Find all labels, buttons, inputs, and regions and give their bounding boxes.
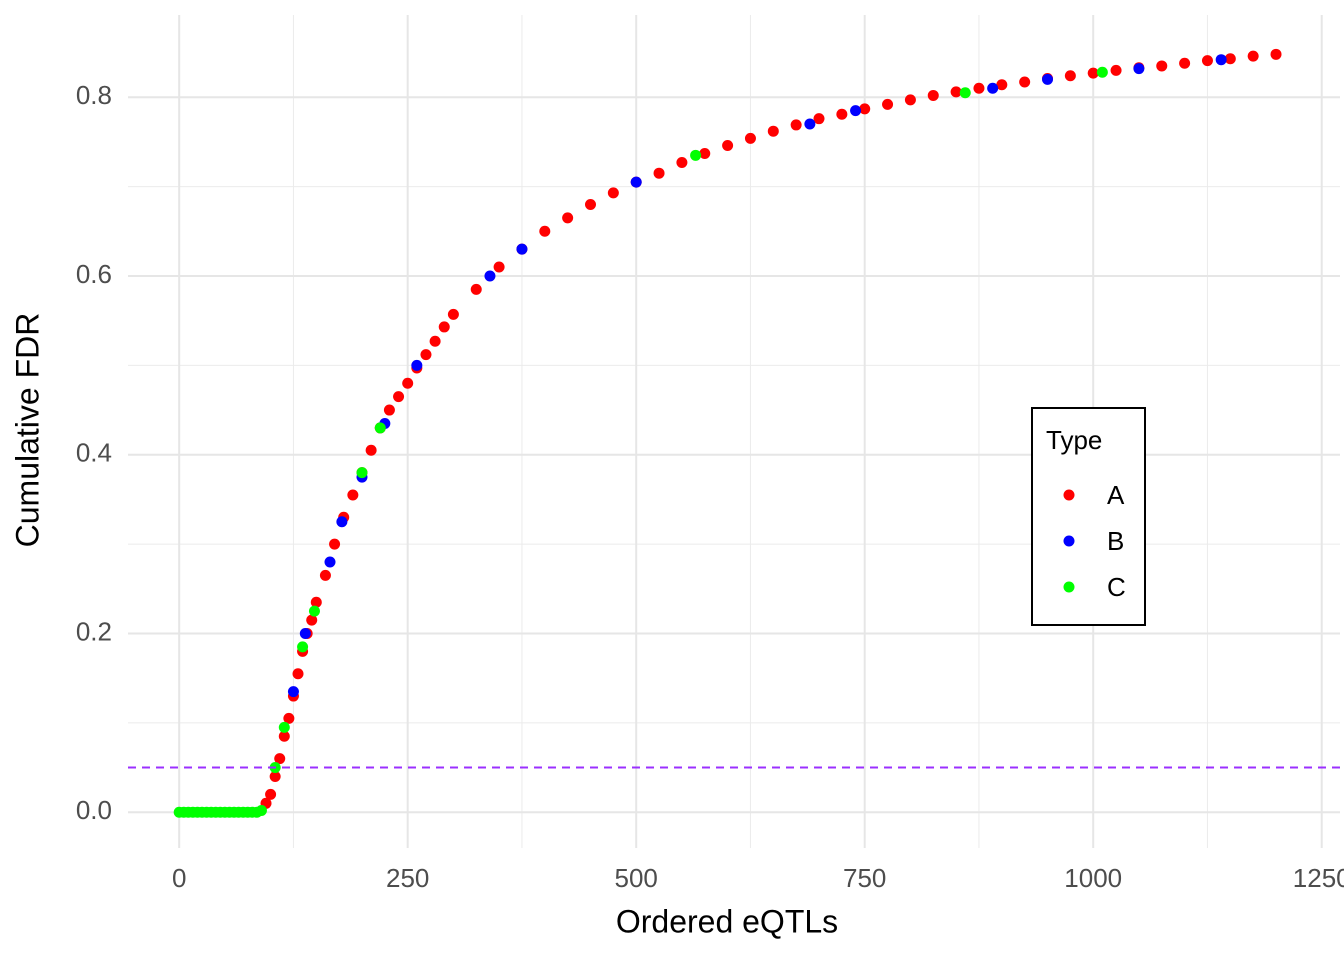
data-point bbox=[383, 404, 395, 416]
data-point bbox=[1096, 66, 1108, 78]
data-point bbox=[402, 377, 414, 389]
y-tick-label: 0.8 bbox=[76, 80, 112, 110]
data-point bbox=[393, 391, 405, 403]
data-point bbox=[836, 108, 848, 120]
data-point bbox=[950, 86, 962, 98]
data-point bbox=[1064, 70, 1076, 82]
data-point bbox=[539, 225, 551, 237]
data-point bbox=[882, 98, 894, 110]
data-point bbox=[429, 335, 441, 347]
data-point bbox=[1201, 55, 1213, 67]
data-point bbox=[278, 730, 290, 742]
data-point bbox=[265, 788, 277, 800]
data-point bbox=[630, 176, 642, 188]
data-point bbox=[269, 770, 281, 782]
y-tick-label: 0.2 bbox=[76, 616, 112, 646]
y-tick-label: 0.4 bbox=[76, 438, 112, 468]
x-tick-label: 0 bbox=[172, 863, 186, 893]
data-point bbox=[904, 94, 916, 106]
data-point bbox=[299, 627, 311, 639]
data-point bbox=[1179, 57, 1191, 69]
data-point bbox=[562, 212, 574, 224]
legend-marker bbox=[1063, 581, 1075, 593]
data-point bbox=[1110, 64, 1122, 76]
legend-title: Type bbox=[1046, 425, 1102, 455]
data-point bbox=[297, 641, 309, 653]
data-point bbox=[973, 82, 985, 94]
data-point bbox=[356, 467, 368, 479]
data-point bbox=[374, 422, 386, 434]
data-point bbox=[607, 187, 619, 199]
data-point bbox=[927, 89, 939, 101]
data-point bbox=[767, 125, 779, 137]
data-point bbox=[278, 721, 290, 733]
x-axis-title: Ordered eQTLs bbox=[616, 903, 838, 939]
data-point bbox=[722, 139, 734, 151]
legend-label: A bbox=[1107, 480, 1125, 510]
data-point bbox=[329, 538, 341, 550]
data-point bbox=[484, 270, 496, 282]
data-point bbox=[1042, 73, 1054, 85]
data-point bbox=[790, 119, 802, 131]
data-point bbox=[292, 668, 304, 680]
data-point bbox=[676, 156, 688, 168]
data-point bbox=[310, 596, 322, 608]
x-tick-label: 1250 bbox=[1293, 863, 1344, 893]
data-point bbox=[287, 686, 299, 698]
x-tick-label: 750 bbox=[843, 863, 886, 893]
data-point bbox=[470, 283, 482, 295]
legend-marker bbox=[1063, 535, 1075, 547]
x-tick-label: 1000 bbox=[1064, 863, 1122, 893]
data-point bbox=[850, 105, 862, 117]
legend-label: C bbox=[1107, 572, 1126, 602]
data-point bbox=[447, 308, 459, 320]
data-point bbox=[516, 243, 528, 255]
data-point bbox=[804, 118, 816, 130]
data-point bbox=[347, 489, 359, 501]
data-point bbox=[1270, 48, 1282, 60]
data-point bbox=[690, 149, 702, 161]
legend-box bbox=[1031, 407, 1146, 626]
data-point bbox=[255, 804, 267, 816]
data-point bbox=[1087, 67, 1099, 79]
data-point bbox=[336, 516, 348, 528]
data-point bbox=[813, 113, 825, 125]
data-point bbox=[283, 712, 295, 724]
data-point bbox=[438, 321, 450, 333]
data-point bbox=[987, 82, 999, 94]
data-point bbox=[411, 359, 423, 371]
data-point bbox=[306, 614, 318, 626]
y-tick-label: 0.6 bbox=[76, 259, 112, 289]
data-point bbox=[1156, 60, 1168, 72]
data-point bbox=[319, 569, 331, 581]
data-point bbox=[420, 349, 432, 361]
data-point bbox=[584, 198, 596, 210]
x-tick-label: 500 bbox=[615, 863, 658, 893]
data-point bbox=[1247, 50, 1259, 62]
data-point bbox=[699, 148, 711, 160]
data-point bbox=[1224, 53, 1236, 65]
data-point bbox=[1215, 54, 1227, 66]
data-point bbox=[308, 605, 320, 617]
data-point bbox=[493, 261, 505, 273]
x-tick-label: 250 bbox=[386, 863, 429, 893]
data-point bbox=[653, 167, 665, 179]
data-point bbox=[324, 556, 336, 568]
y-axis-title: Cumulative FDR bbox=[9, 313, 45, 548]
data-point bbox=[1019, 76, 1031, 88]
data-point bbox=[859, 103, 871, 115]
data-point bbox=[959, 87, 971, 99]
legend-label: B bbox=[1107, 526, 1124, 556]
legend-marker bbox=[1063, 489, 1075, 501]
data-point bbox=[744, 132, 756, 144]
data-point bbox=[365, 444, 377, 456]
data-point bbox=[996, 79, 1008, 91]
data-point bbox=[1133, 63, 1145, 75]
y-tick-label: 0.0 bbox=[76, 795, 112, 825]
data-point bbox=[274, 753, 286, 765]
